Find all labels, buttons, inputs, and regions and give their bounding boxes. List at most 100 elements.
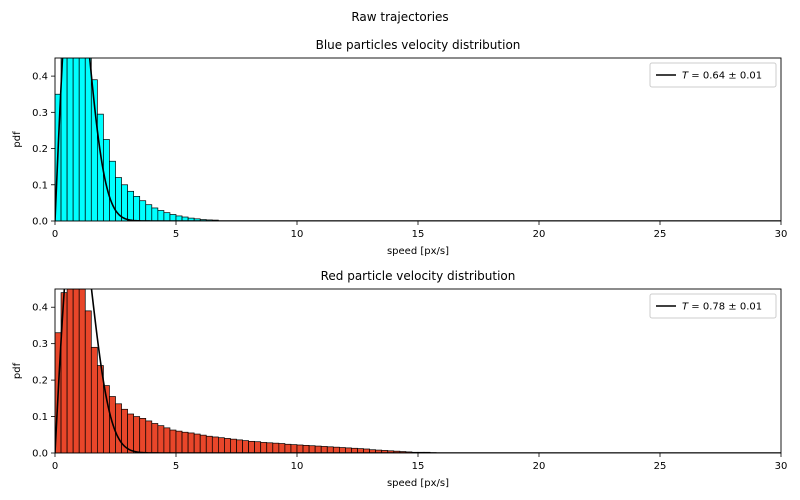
histogram-bar bbox=[84, 58, 92, 221]
histogram-bar bbox=[230, 438, 237, 453]
y-tick-label: 0.4 bbox=[32, 72, 48, 83]
histogram-bar bbox=[121, 184, 128, 221]
histogram-bar bbox=[266, 442, 274, 453]
histogram-bar bbox=[314, 445, 322, 453]
histogram-bar bbox=[163, 427, 171, 453]
histogram-bar bbox=[109, 160, 116, 221]
histogram-bar bbox=[84, 310, 92, 453]
legend-value: = 0.64 ± 0.01 bbox=[688, 71, 762, 82]
histogram-bar bbox=[151, 207, 159, 221]
y-tick-label: 0.4 bbox=[32, 303, 48, 314]
histogram-bar bbox=[296, 444, 304, 453]
x-tick-label: 25 bbox=[654, 461, 667, 472]
x-tick-label: 5 bbox=[173, 229, 179, 240]
legend-box bbox=[649, 293, 777, 319]
histogram-bar bbox=[127, 413, 134, 453]
histogram-bar bbox=[302, 444, 310, 453]
histogram-bar bbox=[145, 420, 153, 453]
legend-value: = 0.78 ± 0.01 bbox=[688, 302, 762, 313]
histogram-bar bbox=[90, 346, 98, 453]
y-tick-label: 0.3 bbox=[32, 108, 48, 119]
histogram-bar bbox=[115, 403, 122, 453]
histogram-bar bbox=[72, 289, 80, 453]
legend-label: T = 0.64 ± 0.01 bbox=[682, 71, 762, 82]
x-tick-label: 20 bbox=[533, 461, 546, 472]
histogram-bar bbox=[284, 443, 292, 453]
histogram-bar bbox=[78, 58, 86, 221]
figure-suptitle: Raw trajectories bbox=[351, 10, 448, 24]
x-tick-label: 0 bbox=[52, 461, 58, 472]
legend-box bbox=[649, 62, 777, 88]
histogram-bar bbox=[236, 439, 243, 453]
histogram-bar bbox=[145, 204, 153, 221]
panel-blue-velocity-distribution: Blue particles velocity distribution 0 5 10… bbox=[12, 38, 788, 257]
x-tick-label: 0 bbox=[52, 229, 58, 240]
histogram-bar bbox=[260, 442, 268, 453]
histogram-bar bbox=[139, 418, 147, 453]
panel-red-velocity-distribution: Red particle velocity distribution 0 5 10 15… bbox=[12, 269, 788, 489]
y-tick-label: 0.1 bbox=[32, 180, 48, 191]
x-tick-label: 30 bbox=[775, 229, 788, 240]
histogram-bar bbox=[193, 433, 201, 453]
legend: T = 0.64 ± 0.01 bbox=[649, 62, 777, 88]
histogram-bar bbox=[103, 139, 110, 221]
x-tick-label: 10 bbox=[291, 229, 304, 240]
legend-symbol: T bbox=[682, 302, 689, 313]
histogram-bar bbox=[332, 446, 340, 453]
y-axis-label: pdf bbox=[12, 131, 23, 148]
x-tick-label: 20 bbox=[533, 229, 546, 240]
x-tick-label: 10 bbox=[291, 461, 304, 472]
y-tick-label: 0.2 bbox=[32, 144, 48, 155]
histogram-bar bbox=[169, 214, 177, 221]
histogram-bar bbox=[199, 434, 207, 453]
histogram-bar bbox=[254, 441, 262, 453]
histogram-bar bbox=[308, 445, 316, 453]
chart-title: Blue particles velocity distribution bbox=[316, 38, 521, 52]
histogram-bar bbox=[157, 210, 165, 221]
histogram-bar bbox=[66, 58, 74, 221]
histogram-bar bbox=[187, 432, 195, 453]
histogram-bar bbox=[278, 443, 286, 453]
histogram-bar bbox=[66, 289, 74, 453]
histogram-bar bbox=[290, 444, 298, 453]
histogram-bar bbox=[133, 196, 141, 221]
x-axis-label: speed [px/s] bbox=[387, 246, 449, 257]
y-tick-label: 0.0 bbox=[32, 449, 48, 460]
histogram-bar bbox=[175, 430, 183, 453]
histogram-bar bbox=[139, 200, 147, 221]
histogram-bar bbox=[169, 429, 177, 453]
x-tick-label: 15 bbox=[412, 461, 425, 472]
histogram-bar bbox=[133, 416, 141, 453]
legend-symbol: T bbox=[682, 71, 689, 82]
x-tick-label: 30 bbox=[775, 461, 788, 472]
legend: T = 0.78 ± 0.01 bbox=[649, 293, 777, 319]
x-axis-label: speed [px/s] bbox=[387, 478, 449, 489]
histogram-bar bbox=[181, 431, 189, 453]
histogram-bar bbox=[326, 446, 334, 453]
histogram-bar bbox=[211, 436, 219, 453]
x-tick-label: 15 bbox=[412, 229, 425, 240]
histogram-bar bbox=[205, 435, 213, 453]
x-tick-label: 5 bbox=[173, 461, 179, 472]
histogram-bar bbox=[248, 440, 256, 453]
chart-title: Red particle velocity distribution bbox=[321, 269, 516, 283]
histogram-bar bbox=[157, 425, 165, 453]
legend-label: T = 0.78 ± 0.01 bbox=[682, 302, 762, 313]
histogram-bars bbox=[55, 58, 219, 221]
histogram-bar bbox=[72, 58, 80, 221]
y-tick-label: 0.3 bbox=[32, 339, 48, 350]
y-tick-label: 0.1 bbox=[32, 412, 48, 423]
histogram-bar bbox=[242, 440, 249, 453]
histogram-bars bbox=[55, 289, 437, 453]
histogram-bar bbox=[127, 190, 134, 221]
x-tick-label: 25 bbox=[654, 229, 667, 240]
y-tick-label: 0.0 bbox=[32, 217, 48, 228]
histogram-bar bbox=[224, 438, 231, 453]
histogram-bar bbox=[218, 437, 225, 453]
histogram-bar bbox=[320, 446, 328, 453]
histogram-bar bbox=[151, 423, 159, 453]
histogram-bar bbox=[272, 442, 280, 453]
histogram-bar bbox=[339, 447, 346, 453]
y-axis-label: pdf bbox=[12, 362, 23, 379]
